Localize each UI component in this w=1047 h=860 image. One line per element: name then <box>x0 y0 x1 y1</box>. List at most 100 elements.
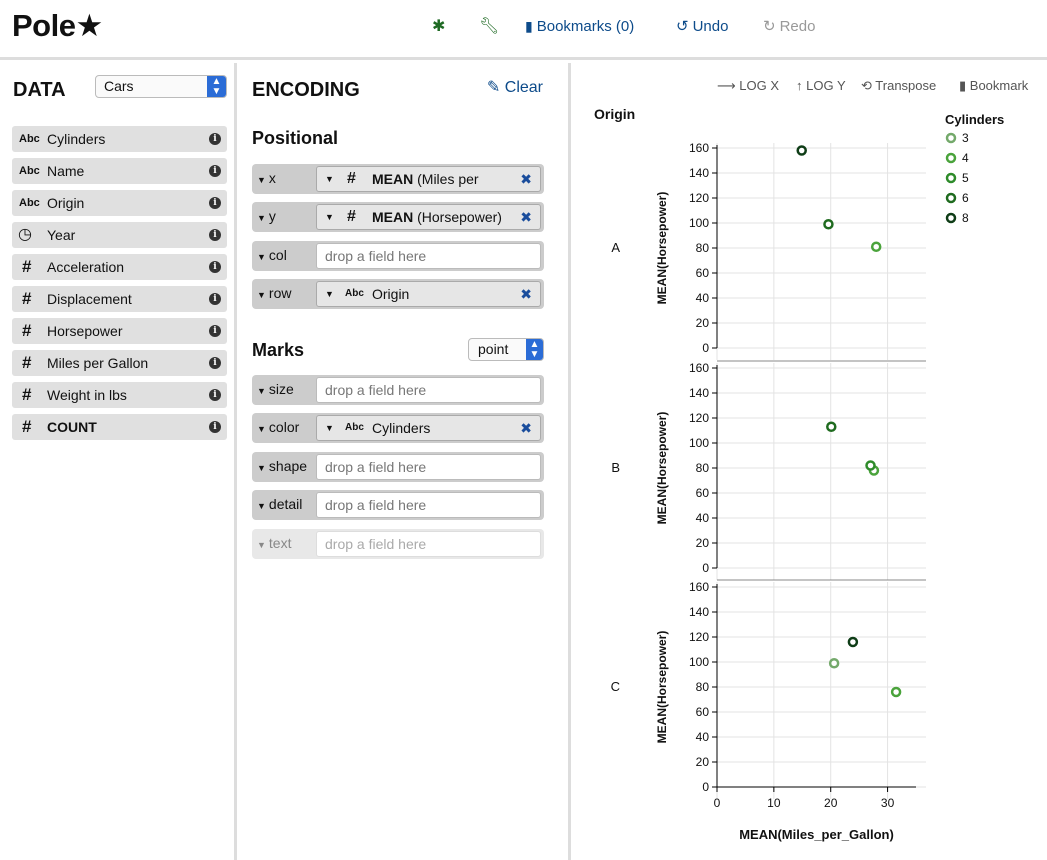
bookmarks-button[interactable]: ▮ Bookmarks (0) <box>525 16 634 36</box>
data-point <box>826 421 837 432</box>
field-list: Abc Cylinders i Abc Name i Abc Origin i ◷ Year i… <box>12 126 227 446</box>
col-drop-zone[interactable]: drop a field here <box>316 243 541 269</box>
number-type-icon: # <box>22 257 32 276</box>
text-type-icon: Abc <box>19 133 40 145</box>
shelf-y-label[interactable]: ▼ y <box>257 208 276 224</box>
caret-down-icon[interactable]: ▼ <box>325 423 334 433</box>
select-arrows-icon: ▲ ▼ <box>526 339 543 360</box>
field-displacement[interactable]: # Displacement i <box>12 286 227 312</box>
field-horsepower[interactable]: # Horsepower i <box>12 318 227 344</box>
caret-down-icon[interactable]: ▼ <box>325 212 334 222</box>
shelf-size-label[interactable]: ▼ size <box>257 381 294 397</box>
caret-down-icon[interactable]: ▼ <box>325 289 334 299</box>
positional-title: Positional <box>252 128 339 148</box>
shelf-shape-label[interactable]: ▼ shape <box>257 458 308 474</box>
row-field-pill[interactable]: ▼ Abc Origin ✖ <box>316 281 541 307</box>
size-drop-zone[interactable]: drop a field here <box>316 377 541 403</box>
detail-drop-zone[interactable]: drop a field here <box>316 492 541 518</box>
info-icon[interactable]: i <box>209 389 221 401</box>
shelf-text-label: ▼ text <box>257 535 292 551</box>
remove-icon[interactable]: ✖ <box>520 171 532 187</box>
legend-symbol <box>945 192 957 204</box>
facet-title: Origin <box>594 106 635 122</box>
y-tick-label: 100 <box>689 655 709 669</box>
remove-icon[interactable]: ✖ <box>520 420 532 436</box>
shape-drop-zone[interactable]: drop a field here <box>316 454 541 480</box>
data-point <box>796 145 807 156</box>
transpose-button[interactable]: ⟲ Transpose <box>861 78 937 93</box>
number-type-icon: # <box>22 417 32 436</box>
bookmark-button[interactable]: ▮ Bookmark <box>959 78 1029 93</box>
shelf-col: ▼ col drop a field here <box>252 241 544 271</box>
x-tick-label: 20 <box>824 796 838 810</box>
log-x-button[interactable]: ⟶ LOG X <box>717 78 780 93</box>
field-label: Cylinders <box>47 131 106 147</box>
field-label: Acceleration <box>47 259 125 275</box>
undo-button[interactable]: ↺ Undo <box>676 16 728 36</box>
x-field-pill[interactable]: ▼ # MEAN (Miles per ✖ <box>316 166 541 192</box>
shelf-x-label[interactable]: ▼ x <box>257 170 276 186</box>
field-origin[interactable]: Abc Origin i <box>12 190 227 216</box>
bookmarks-label: Bookmarks (0) <box>536 17 635 35</box>
info-icon[interactable]: i <box>209 325 221 337</box>
info-icon[interactable]: i <box>209 421 221 433</box>
clock-icon: ◷ <box>18 226 32 243</box>
legend-label: 6 <box>962 191 969 205</box>
row-label: B <box>611 460 620 475</box>
field-year[interactable]: ◷ Year i <box>12 222 227 248</box>
field-count[interactable]: # COUNT i <box>12 414 227 440</box>
remove-icon[interactable]: ✖ <box>520 209 532 225</box>
remove-icon[interactable]: ✖ <box>520 286 532 302</box>
field-acceleration[interactable]: # Acceleration i <box>12 254 227 280</box>
y-tick-label: 100 <box>689 436 709 450</box>
info-icon[interactable]: i <box>209 165 221 177</box>
legend-symbol <box>945 152 957 164</box>
info-icon[interactable]: i <box>209 229 221 241</box>
y-tick-label: 100 <box>689 216 709 230</box>
info-icon[interactable]: i <box>209 357 221 369</box>
text-type-icon: Abc <box>19 165 40 177</box>
field-weight[interactable]: # Weight in lbs i <box>12 382 227 408</box>
shelf-col-label[interactable]: ▼ col <box>257 247 287 263</box>
bookmark-icon: ▮ <box>959 78 967 93</box>
log-y-button[interactable]: ↑ LOG Y <box>796 78 846 93</box>
number-type-icon: # <box>22 289 32 308</box>
wrench-icon[interactable]: 🔧︎ <box>479 18 500 35</box>
field-name[interactable]: Abc Name i <box>12 158 227 184</box>
info-icon[interactable]: i <box>209 293 221 305</box>
y-axis-title: MEAN(Horsepower) <box>655 631 669 744</box>
mark-type-value: point <box>478 341 509 357</box>
y-tick-label: 20 <box>696 536 710 550</box>
encoding-pane: ENCODING ✎ Clear Positional ▼ x ▼ # MEAN … <box>240 63 571 860</box>
legend-label: 8 <box>962 211 969 225</box>
info-icon[interactable]: i <box>209 197 221 209</box>
field-label: Year <box>47 227 76 243</box>
caret-down-icon[interactable]: ▼ <box>325 174 334 184</box>
info-icon[interactable]: i <box>209 261 221 273</box>
data-point <box>823 219 834 230</box>
shelf-row-label[interactable]: ▼ row <box>257 285 292 301</box>
color-field-pill[interactable]: ▼ Abc Cylinders ✖ <box>316 415 541 441</box>
row-label: C <box>611 679 620 694</box>
shelf-detail-label[interactable]: ▼ detail <box>257 496 303 512</box>
bug-icon[interactable]: ✱ <box>432 18 446 35</box>
y-tick-label: 160 <box>689 141 709 155</box>
mark-type-select[interactable]: point ▲ ▼ <box>468 338 544 361</box>
y-tick-label: 140 <box>689 386 709 400</box>
shelf-detail: ▼ detail drop a field here <box>252 490 544 520</box>
y-field-pill[interactable]: ▼ # MEAN (Horsepower) ✖ <box>316 204 541 230</box>
shelf-color-label[interactable]: ▼ color <box>257 419 300 435</box>
y-tick-label: 40 <box>696 291 710 305</box>
y-tick-label: 60 <box>696 486 710 500</box>
clear-button[interactable]: ✎ Clear <box>487 77 543 97</box>
y-tick-label: 80 <box>696 680 710 694</box>
redo-button[interactable]: ↻ Redo <box>763 16 815 36</box>
field-miles-per-gallon[interactable]: # Miles per Gallon i <box>12 350 227 376</box>
shelf-shape: ▼ shape drop a field here <box>252 452 544 482</box>
y-tick-label: 60 <box>696 705 710 719</box>
dataset-select[interactable]: Cars ▲ ▼ <box>95 75 227 98</box>
field-label: Miles per Gallon <box>47 355 149 371</box>
field-cylinders[interactable]: Abc Cylinders i <box>12 126 227 152</box>
info-icon[interactable]: i <box>209 133 221 145</box>
